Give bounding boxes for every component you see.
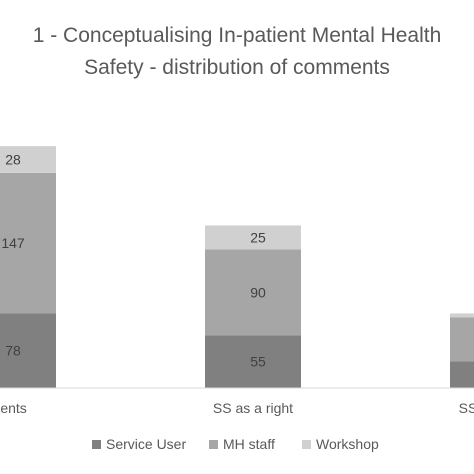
category-label: omments <box>0 400 27 416</box>
legend-label: MH staff <box>223 436 275 452</box>
bar-segment-workshop <box>0 146 56 173</box>
legend-swatch <box>209 440 218 449</box>
legend: Service User MH staff Workshop <box>92 436 379 452</box>
legend-item: MH staff <box>209 436 275 452</box>
legend-label: Service User <box>106 436 186 452</box>
bar-segment-mh-staff <box>205 249 301 336</box>
data-label: 55 <box>250 354 266 370</box>
chart-title-line: Safety - distribution of comments <box>84 56 390 79</box>
data-label: 147 <box>1 235 25 251</box>
bar-segment-workshop <box>450 313 474 318</box>
bar-segment-workshop <box>205 225 301 250</box>
bar-segment-service-user <box>0 313 56 388</box>
chart-title: 1 - Conceptualising In-patient Mental He… <box>33 24 442 79</box>
bar-segment-service-user <box>450 361 474 388</box>
bar-segment-service-user <box>205 335 301 388</box>
legend-item: Workshop <box>302 436 379 452</box>
bar-segment-mh-staff <box>450 317 474 362</box>
legend-label: Workshop <box>316 436 379 452</box>
category-labels: omments SS as a right SS <box>0 400 474 416</box>
bar-segment-mh-staff <box>0 172 56 314</box>
bars: 78 147 28 55 90 25 <box>0 146 474 388</box>
data-label: 90 <box>250 284 266 300</box>
legend-swatch <box>302 440 311 449</box>
data-label: 25 <box>250 229 266 245</box>
legend-swatch <box>92 440 101 449</box>
data-label: 78 <box>5 343 21 359</box>
category-label: SS as a right <box>213 400 293 416</box>
category-label: SS <box>459 400 474 416</box>
data-label: 28 <box>5 152 21 168</box>
legend-item: Service User <box>92 436 186 452</box>
chart-title-line: 1 - Conceptualising In-patient Mental He… <box>33 24 442 47</box>
